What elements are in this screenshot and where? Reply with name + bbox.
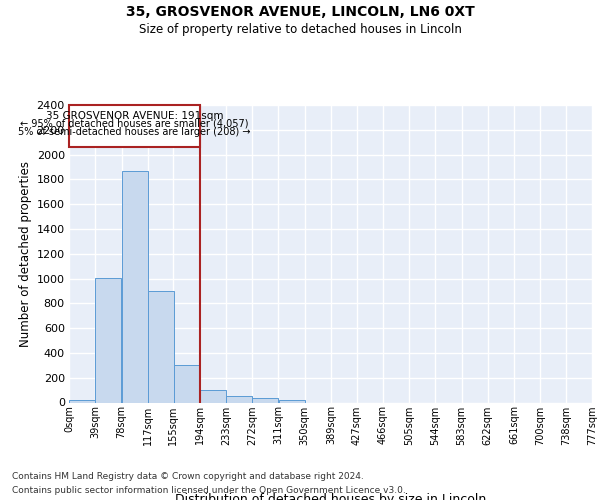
Text: 35 GROSVENOR AVENUE: 191sqm: 35 GROSVENOR AVENUE: 191sqm — [46, 110, 223, 120]
Bar — [70, 105, 200, 147]
Bar — [122, 172, 148, 402]
Bar — [226, 396, 252, 402]
Bar — [69, 400, 95, 402]
Bar — [253, 398, 278, 402]
Text: Size of property relative to detached houses in Lincoln: Size of property relative to detached ho… — [139, 22, 461, 36]
Bar — [200, 390, 226, 402]
Bar — [148, 291, 174, 403]
Text: 35, GROSVENOR AVENUE, LINCOLN, LN6 0XT: 35, GROSVENOR AVENUE, LINCOLN, LN6 0XT — [125, 5, 475, 19]
Text: Contains HM Land Registry data © Crown copyright and database right 2024.: Contains HM Land Registry data © Crown c… — [12, 472, 364, 481]
Bar — [278, 400, 305, 402]
Bar — [95, 278, 121, 402]
Text: 5% of semi-detached houses are larger (208) →: 5% of semi-detached houses are larger (2… — [18, 126, 251, 136]
X-axis label: Distribution of detached houses by size in Lincoln: Distribution of detached houses by size … — [175, 494, 486, 500]
Y-axis label: Number of detached properties: Number of detached properties — [19, 161, 32, 347]
Text: ← 95% of detached houses are smaller (4,057): ← 95% of detached houses are smaller (4,… — [20, 118, 249, 128]
Text: Contains public sector information licensed under the Open Government Licence v3: Contains public sector information licen… — [12, 486, 406, 495]
Bar — [173, 364, 199, 403]
